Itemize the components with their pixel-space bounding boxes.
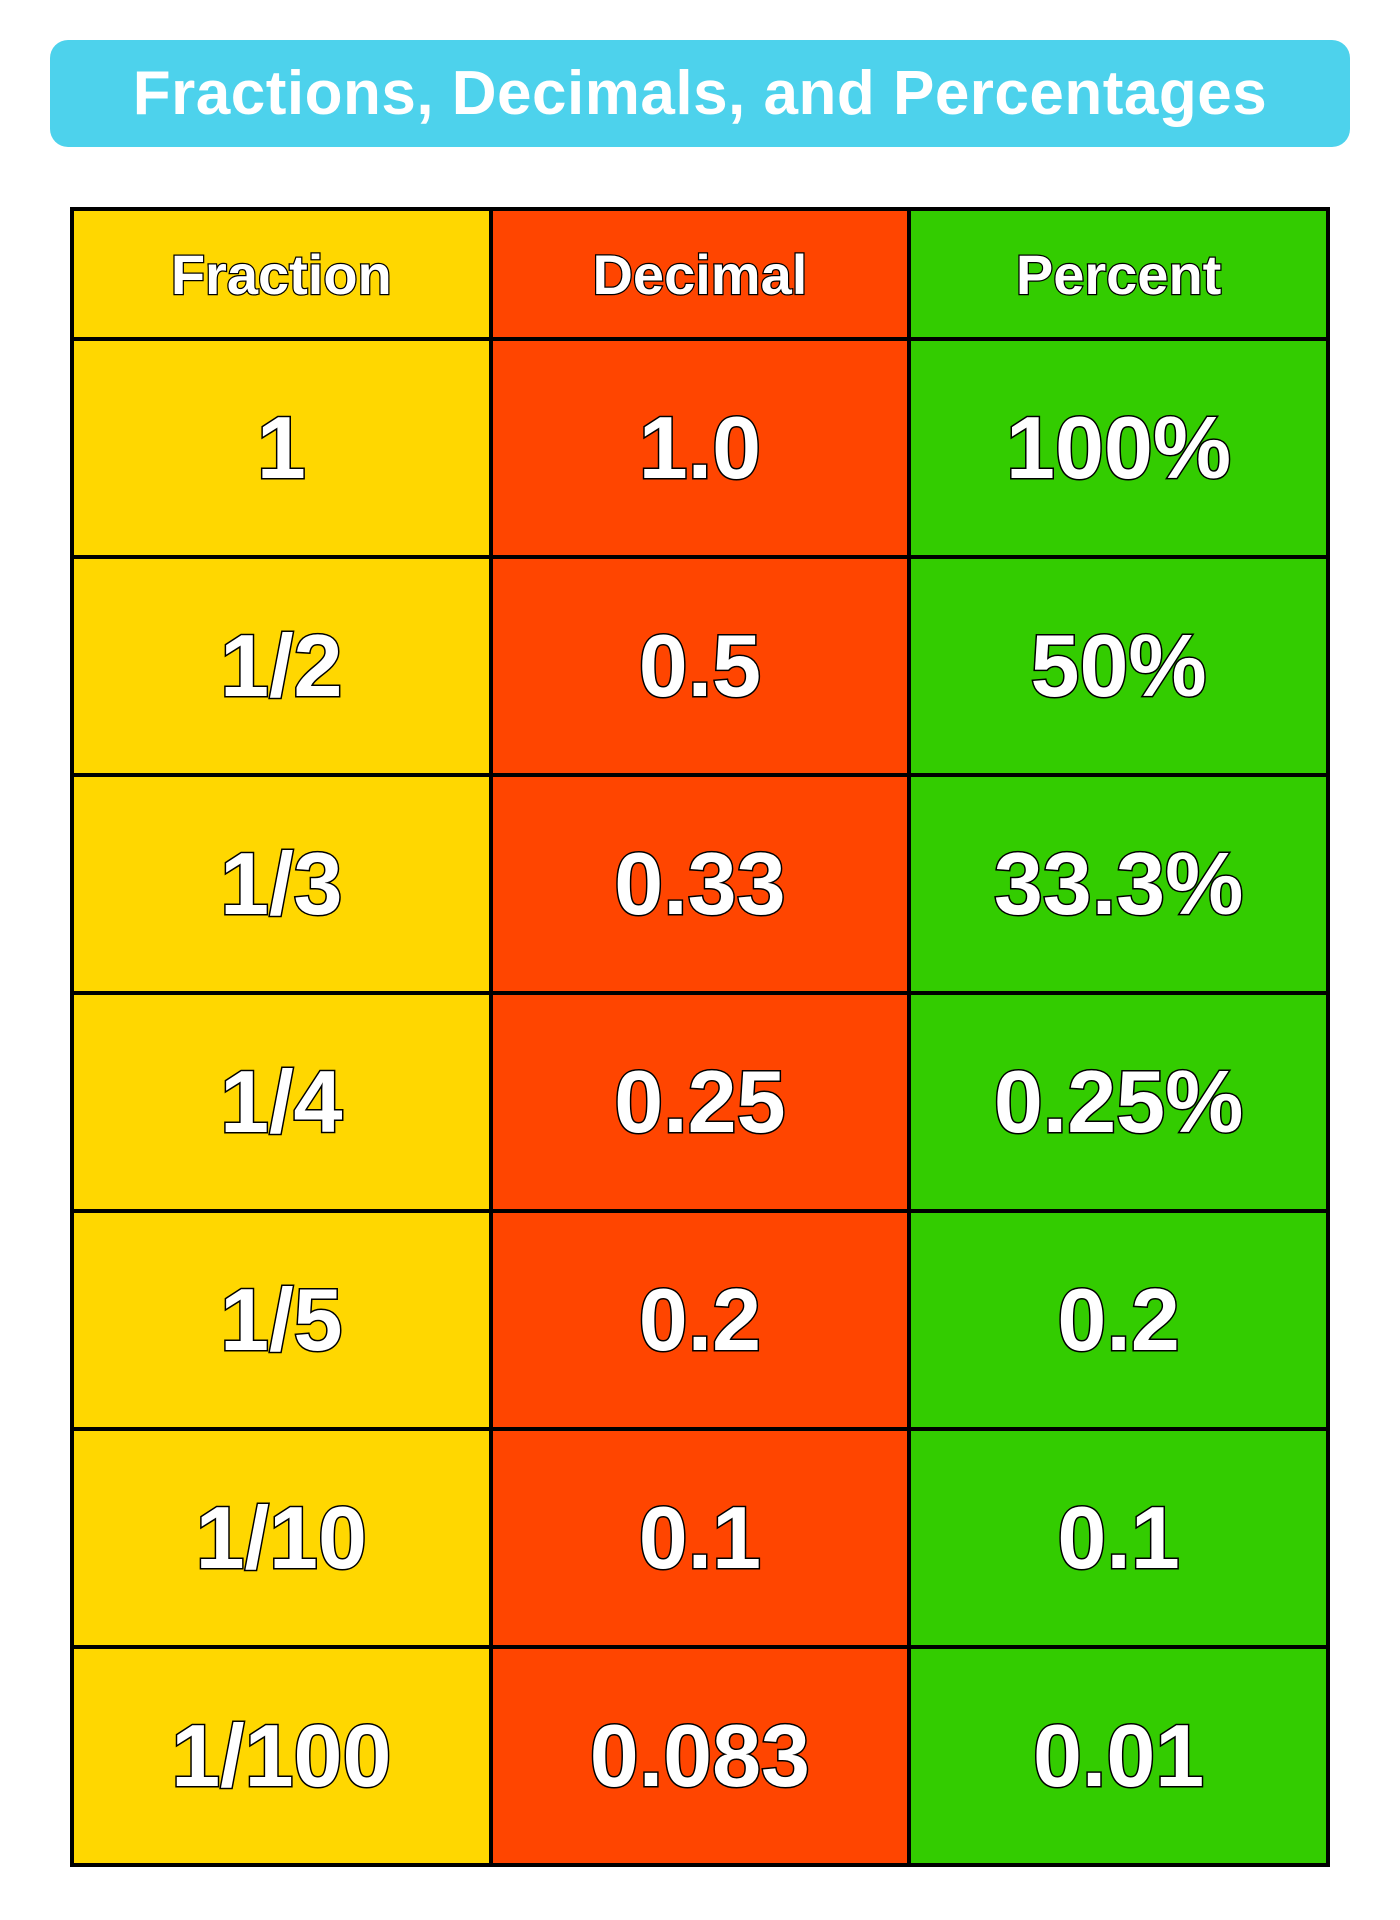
cell-decimal: 1.0 [491, 339, 910, 557]
header-fraction: Fraction [72, 209, 491, 339]
header-row: Fraction Decimal Percent [72, 209, 1328, 339]
cell-percent: 50% [909, 557, 1328, 775]
cell-value: 1/5 [220, 1270, 342, 1369]
cell-value: 0.01 [1033, 1706, 1204, 1805]
cell-value: 0.33 [614, 834, 785, 933]
table-row: 1/4 0.25 0.25% [72, 993, 1328, 1211]
cell-decimal: 0.1 [491, 1429, 910, 1647]
header-decimal-label: Decimal [592, 243, 807, 306]
cell-value: 0.083 [590, 1706, 810, 1805]
cell-value: 1/4 [220, 1052, 342, 1151]
cell-percent: 33.3% [909, 775, 1328, 993]
cell-value: 0.5 [639, 616, 761, 715]
table-row: 1/100 0.083 0.01 [72, 1647, 1328, 1865]
cell-value: 1 [257, 398, 306, 497]
cell-value: 50% [1031, 616, 1207, 715]
cell-value: 0.1 [1057, 1488, 1179, 1587]
header-decimal: Decimal [491, 209, 910, 339]
cell-percent: 0.1 [909, 1429, 1328, 1647]
page-title: Fractions, Decimals, and Percentages [133, 59, 1267, 128]
header-percent-label: Percent [1016, 243, 1221, 306]
table-body: 1 1.0 100% 1/2 0.5 50% 1/3 0.33 33.3% 1/… [72, 339, 1328, 1865]
cell-value: 1.0 [639, 398, 761, 497]
cell-decimal: 0.25 [491, 993, 910, 1211]
cell-fraction: 1/2 [72, 557, 491, 775]
cell-decimal: 0.33 [491, 775, 910, 993]
cell-decimal: 0.5 [491, 557, 910, 775]
cell-fraction: 1/4 [72, 993, 491, 1211]
conversion-table: Fraction Decimal Percent 1 1.0 100% 1/2 … [70, 207, 1330, 1867]
cell-value: 33.3% [994, 834, 1244, 933]
cell-value: 1/100 [171, 1706, 391, 1805]
table-row: 1/2 0.5 50% [72, 557, 1328, 775]
cell-fraction: 1 [72, 339, 491, 557]
cell-percent: 0.01 [909, 1647, 1328, 1865]
cell-value: 1/10 [196, 1488, 367, 1587]
table-row: 1/10 0.1 0.1 [72, 1429, 1328, 1647]
header-fraction-label: Fraction [171, 243, 392, 306]
cell-fraction: 1/3 [72, 775, 491, 993]
cell-fraction: 1/10 [72, 1429, 491, 1647]
cell-decimal: 0.2 [491, 1211, 910, 1429]
cell-percent: 100% [909, 339, 1328, 557]
header-percent: Percent [909, 209, 1328, 339]
cell-percent: 0.25% [909, 993, 1328, 1211]
table-row: 1/5 0.2 0.2 [72, 1211, 1328, 1429]
cell-percent: 0.2 [909, 1211, 1328, 1429]
cell-value: 0.2 [1057, 1270, 1179, 1369]
title-bar: Fractions, Decimals, and Percentages [50, 40, 1350, 147]
cell-fraction: 1/100 [72, 1647, 491, 1865]
table-row: 1/3 0.33 33.3% [72, 775, 1328, 993]
cell-value: 0.25% [994, 1052, 1244, 1151]
cell-value: 0.25 [614, 1052, 785, 1151]
table-row: 1 1.0 100% [72, 339, 1328, 557]
cell-decimal: 0.083 [491, 1647, 910, 1865]
cell-value: 1/2 [220, 616, 342, 715]
cell-value: 0.1 [639, 1488, 761, 1587]
cell-fraction: 1/5 [72, 1211, 491, 1429]
cell-value: 1/3 [220, 834, 342, 933]
cell-value: 0.2 [639, 1270, 761, 1369]
cell-value: 100% [1006, 398, 1231, 497]
